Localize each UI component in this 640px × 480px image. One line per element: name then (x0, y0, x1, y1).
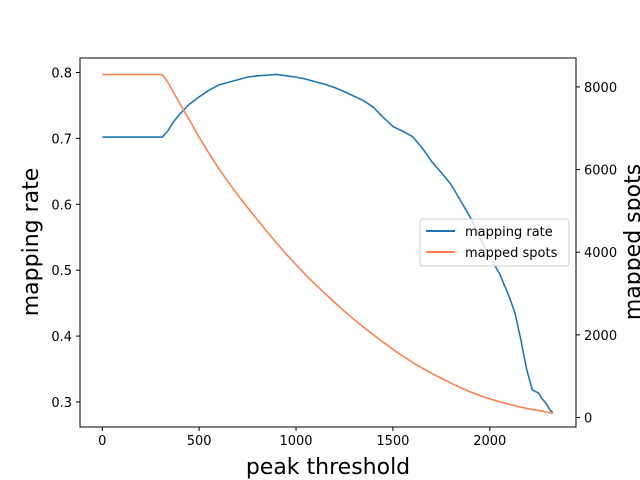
x-tick-label: 500 (187, 434, 212, 449)
y2-axis-label: mapped spots (621, 164, 640, 320)
y2-tick-label: 0 (584, 411, 592, 426)
y2-axis-ticks: 0 2000 4000 6000 8000 (576, 81, 617, 426)
y2-tick-label: 2000 (584, 329, 617, 344)
y-tick-label: 0.4 (51, 330, 72, 345)
y-tick-label: 0.7 (51, 132, 72, 147)
x-tick-label: 0 (98, 434, 106, 449)
y-tick-label: 0.5 (51, 264, 72, 279)
x-axis-ticks: 0 500 1000 1500 2000 (98, 427, 506, 449)
legend: mapping rate mapped spots (419, 218, 570, 267)
y-tick-label: 0.3 (51, 396, 72, 411)
legend-label-mapped-spots: mapped spots (465, 246, 558, 261)
y2-tick-label: 4000 (584, 246, 617, 261)
series-layer (102, 73, 554, 415)
y2-tick-label: 8000 (584, 81, 617, 96)
x-axis-label: peak threshold (246, 455, 410, 480)
x-tick-label: 1500 (376, 434, 409, 449)
series-line-mapped-spots (102, 73, 553, 415)
y-tick-label: 0.8 (51, 66, 72, 81)
y-axis-ticks: 0.3 0.4 0.5 0.6 0.7 0.8 (51, 66, 80, 411)
y2-tick-label: 6000 (584, 164, 617, 179)
x-tick-label: 2000 (473, 434, 506, 449)
legend-box (419, 218, 570, 267)
y-tick-label: 0.6 (51, 198, 72, 213)
series-line-mapping-rate (102, 73, 554, 414)
plot-frame (79, 57, 577, 428)
y-axis-label: mapping rate (19, 168, 44, 317)
x-tick-label: 1000 (279, 434, 312, 449)
legend-label-mapping-rate: mapping rate (465, 225, 553, 240)
